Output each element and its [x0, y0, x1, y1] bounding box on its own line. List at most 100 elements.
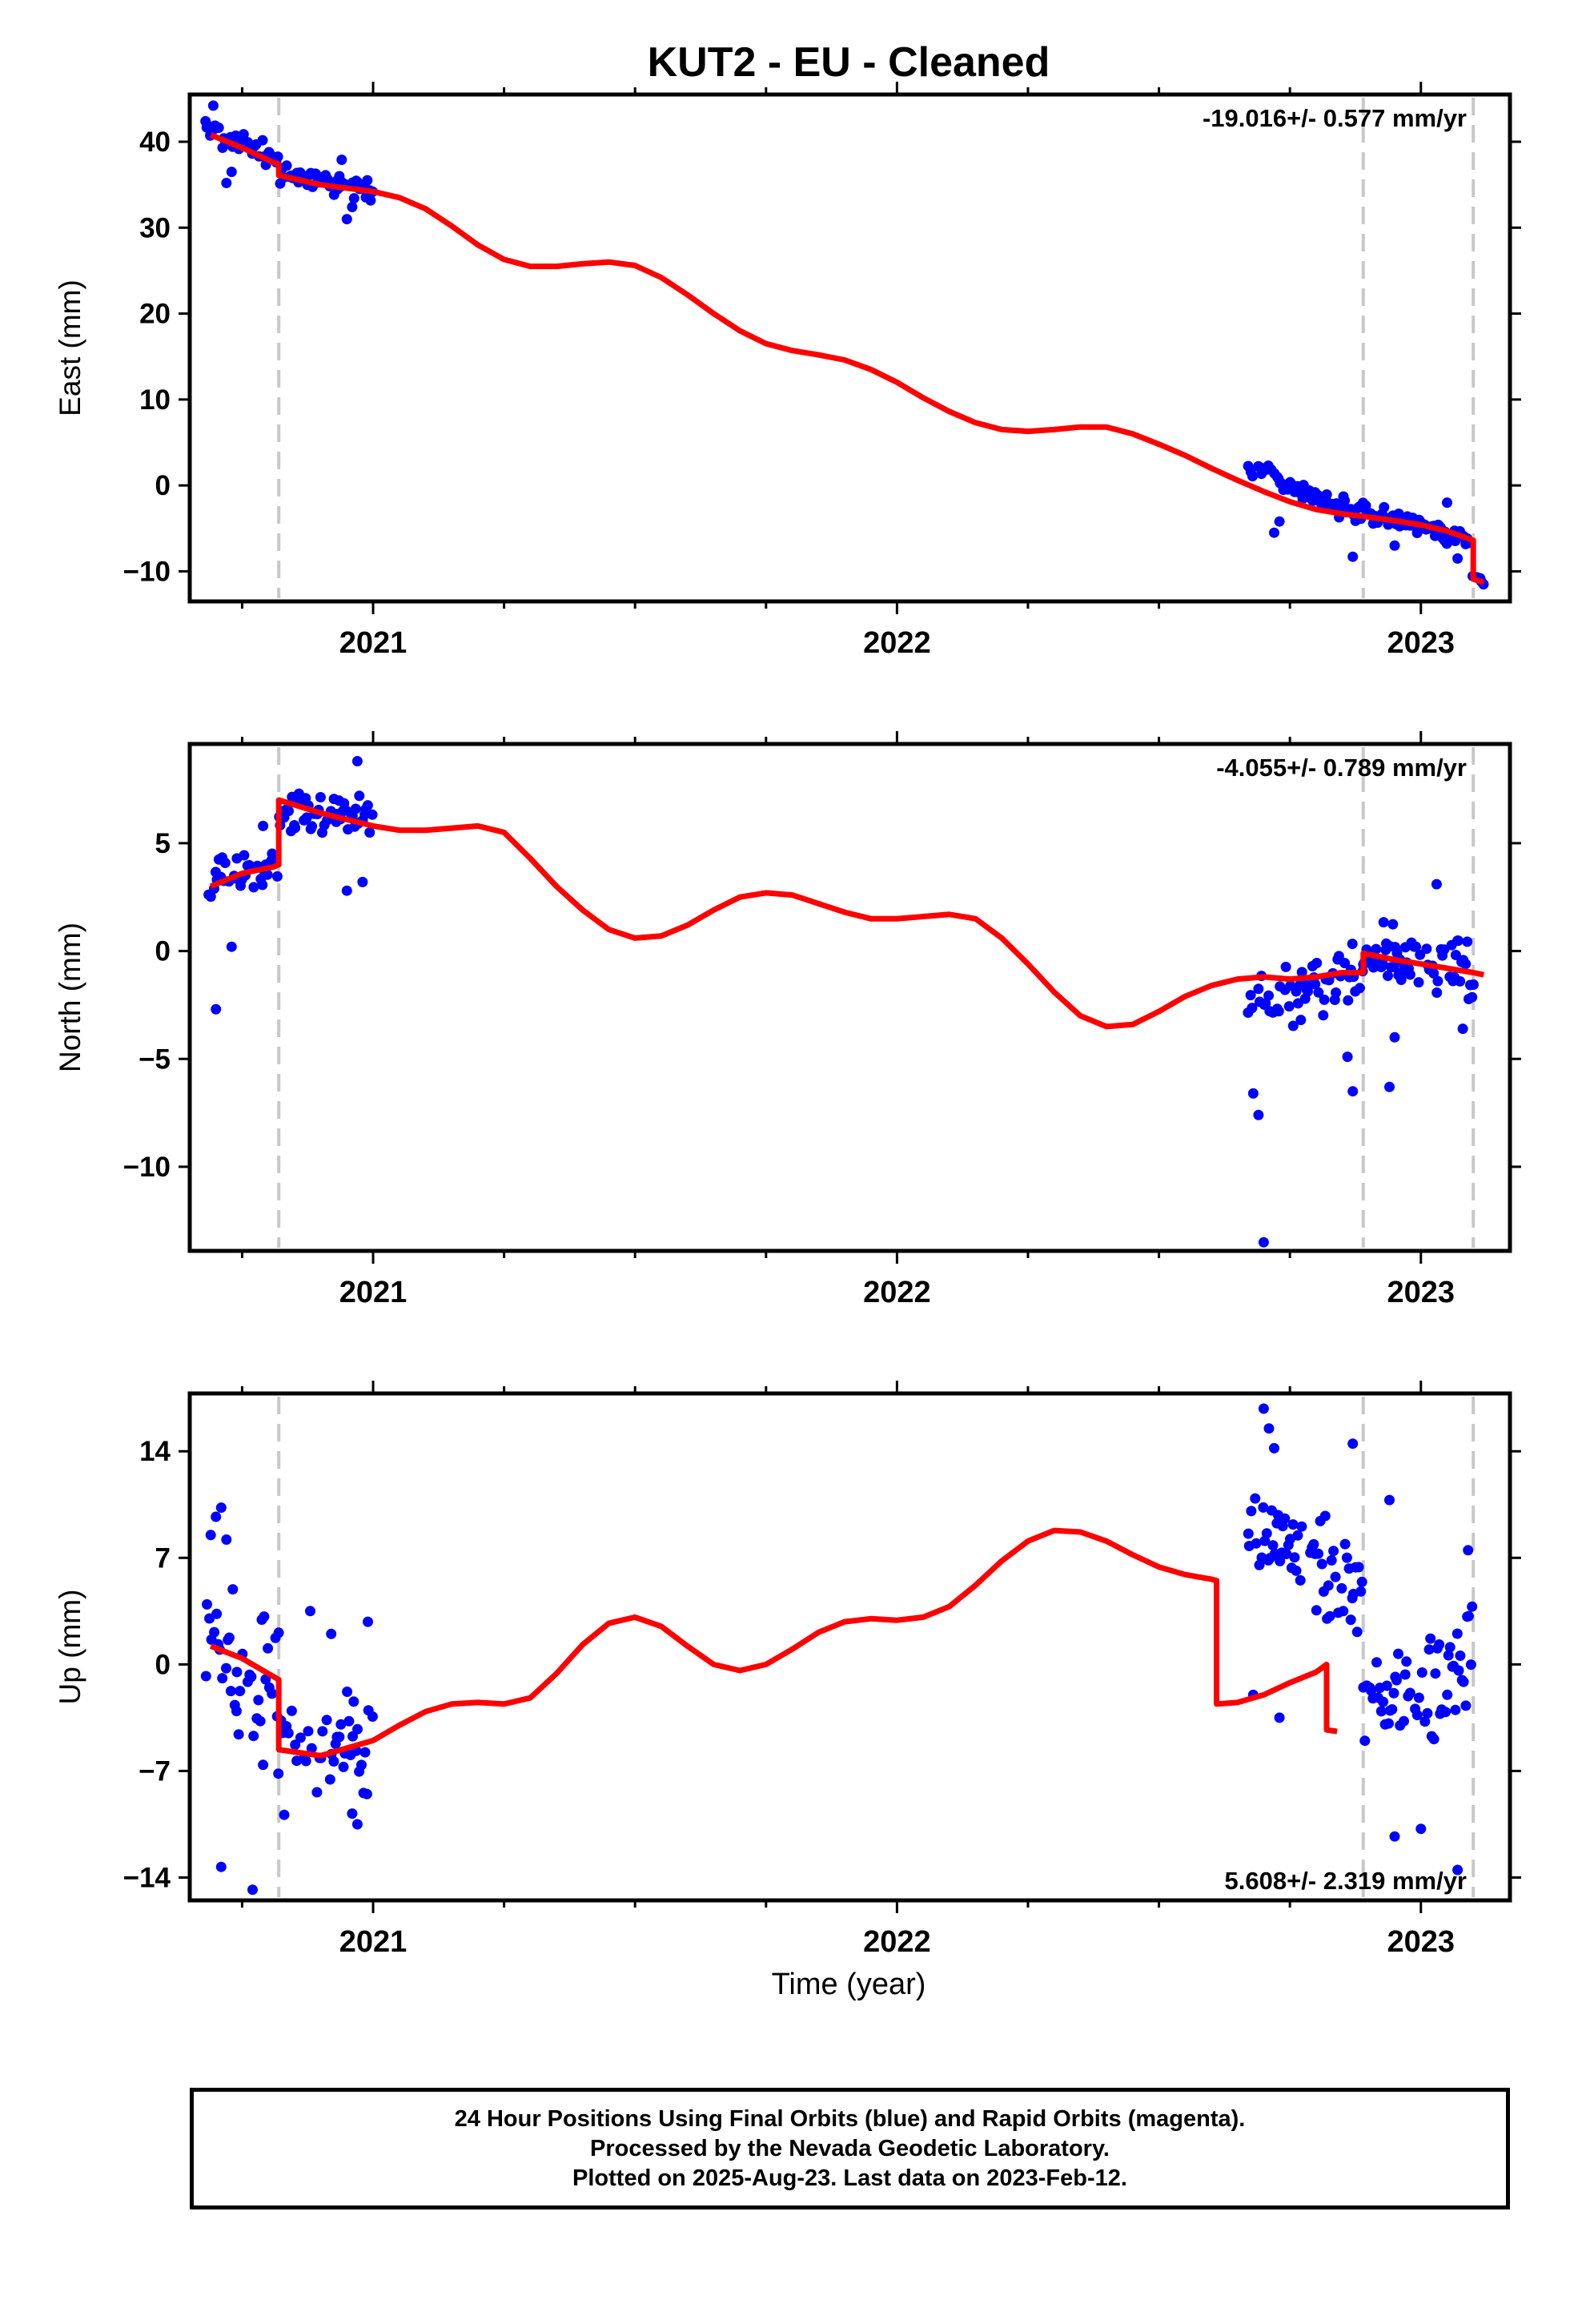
- data-point: [1296, 967, 1307, 978]
- data-point: [283, 1727, 294, 1739]
- data-point: [1457, 1023, 1468, 1035]
- data-point: [362, 175, 373, 186]
- data-point: [226, 941, 237, 952]
- data-point: [1415, 949, 1426, 960]
- data-point: [341, 885, 352, 896]
- data-point: [1279, 1513, 1291, 1524]
- data-point: [364, 827, 375, 838]
- data-point: [1247, 1088, 1259, 1099]
- panel-2: −10 −5 0 5 2021 2022 2023 North (mm) -4.055+/- 0…: [54, 731, 1521, 1309]
- data-point: [1377, 959, 1388, 969]
- data-point: [207, 100, 219, 111]
- x-tick-label: 2021: [339, 626, 408, 660]
- y-axis-label: North (mm): [54, 923, 86, 1072]
- data-point: [1263, 990, 1275, 1001]
- data-point: [1292, 1530, 1303, 1541]
- data-point: [1452, 1864, 1464, 1876]
- data-point: [1258, 1502, 1269, 1513]
- model-line: [209, 1527, 1338, 1759]
- data-point: [1318, 1010, 1329, 1021]
- data-point: [1419, 1716, 1431, 1727]
- data-point: [235, 1686, 246, 1697]
- y-tick-label: −5: [139, 1043, 171, 1075]
- data-point: [246, 1671, 257, 1683]
- data-point: [1336, 1582, 1347, 1594]
- x-axis-label: Time (year): [772, 1968, 926, 2001]
- data-point: [1283, 1001, 1295, 1012]
- data-point: [334, 1731, 345, 1743]
- x-tick-label: 2022: [863, 626, 931, 660]
- data-point: [1323, 1580, 1334, 1591]
- data-point: [219, 858, 231, 868]
- data-point: [367, 1711, 378, 1722]
- data-point: [1353, 1562, 1364, 1573]
- data-point: [1311, 1605, 1322, 1616]
- data-point: [257, 135, 268, 146]
- y-tick-label: −7: [139, 1755, 171, 1787]
- data-point: [262, 869, 273, 880]
- data-point: [347, 202, 358, 212]
- data-point: [352, 1723, 363, 1735]
- data-point: [1331, 987, 1342, 998]
- data-point: [1261, 1528, 1272, 1539]
- data-point: [1247, 1003, 1258, 1014]
- data-points: [200, 1403, 1478, 1896]
- data-point: [1319, 994, 1330, 1005]
- data-point: [1347, 1438, 1359, 1449]
- data-point: [1425, 1633, 1436, 1644]
- x-tick-label: 2023: [1387, 1925, 1455, 1959]
- data-point: [1313, 987, 1324, 998]
- data-point: [215, 1502, 227, 1514]
- data-point: [317, 1726, 328, 1737]
- x-tick-label: 2022: [863, 1925, 931, 1959]
- y-tick-label: 40: [139, 127, 171, 158]
- data-point: [1251, 1538, 1262, 1549]
- data-point: [335, 1719, 347, 1730]
- data-point: [307, 821, 318, 832]
- data-point: [343, 1715, 355, 1727]
- data-point: [1443, 1650, 1454, 1661]
- data-point: [1258, 1236, 1269, 1248]
- data-point: [243, 859, 255, 870]
- data-point: [324, 1774, 335, 1785]
- data-point: [1253, 983, 1264, 995]
- data-point: [239, 850, 250, 861]
- data-point: [1275, 1555, 1286, 1566]
- data-point: [1422, 1707, 1433, 1719]
- data-point: [211, 1608, 223, 1619]
- data-point: [328, 1756, 339, 1767]
- data-point: [1428, 967, 1439, 979]
- model-line: [209, 132, 1485, 585]
- y-tick-label: 14: [139, 1436, 171, 1467]
- panel-3: −14 −7 0 7 14 2021 2022 2023 Up (mm) 5.608+/- 2.3…: [54, 1381, 1521, 1959]
- panel-frame: [187, 742, 1512, 1253]
- data-point: [1379, 501, 1390, 513]
- panel-1: −10 0 10 20 30 40 2021 2022 2023 East (mm) -19.016…: [54, 82, 1521, 660]
- data-point: [1245, 990, 1256, 1001]
- data-point: [1440, 1707, 1452, 1718]
- panel-frame: [187, 1391, 1512, 1903]
- y-axis-label: Up (mm): [54, 1590, 86, 1705]
- data-point: [1269, 1442, 1279, 1454]
- footer-line-2: Processed by the Nevada Geodetic Laborat…: [590, 2135, 1110, 2161]
- data-point: [1326, 1554, 1337, 1566]
- data-point: [273, 1627, 284, 1638]
- data-point: [348, 1696, 359, 1707]
- data-point: [1359, 1735, 1371, 1747]
- y-tick-label: 5: [155, 828, 171, 859]
- data-point: [1442, 497, 1452, 509]
- data-point: [1421, 943, 1432, 955]
- data-point: [1289, 1552, 1300, 1563]
- data-point: [211, 1003, 222, 1015]
- data-point: [1324, 1610, 1335, 1622]
- data-point: [1260, 998, 1271, 1009]
- y-tick-label: 7: [155, 1542, 171, 1574]
- data-point: [305, 1606, 315, 1617]
- data-point: [271, 870, 283, 882]
- data-point: [213, 123, 224, 133]
- data-point: [1399, 1715, 1409, 1727]
- data-point: [267, 1688, 278, 1699]
- data-point: [1321, 489, 1332, 500]
- data-point: [205, 891, 216, 903]
